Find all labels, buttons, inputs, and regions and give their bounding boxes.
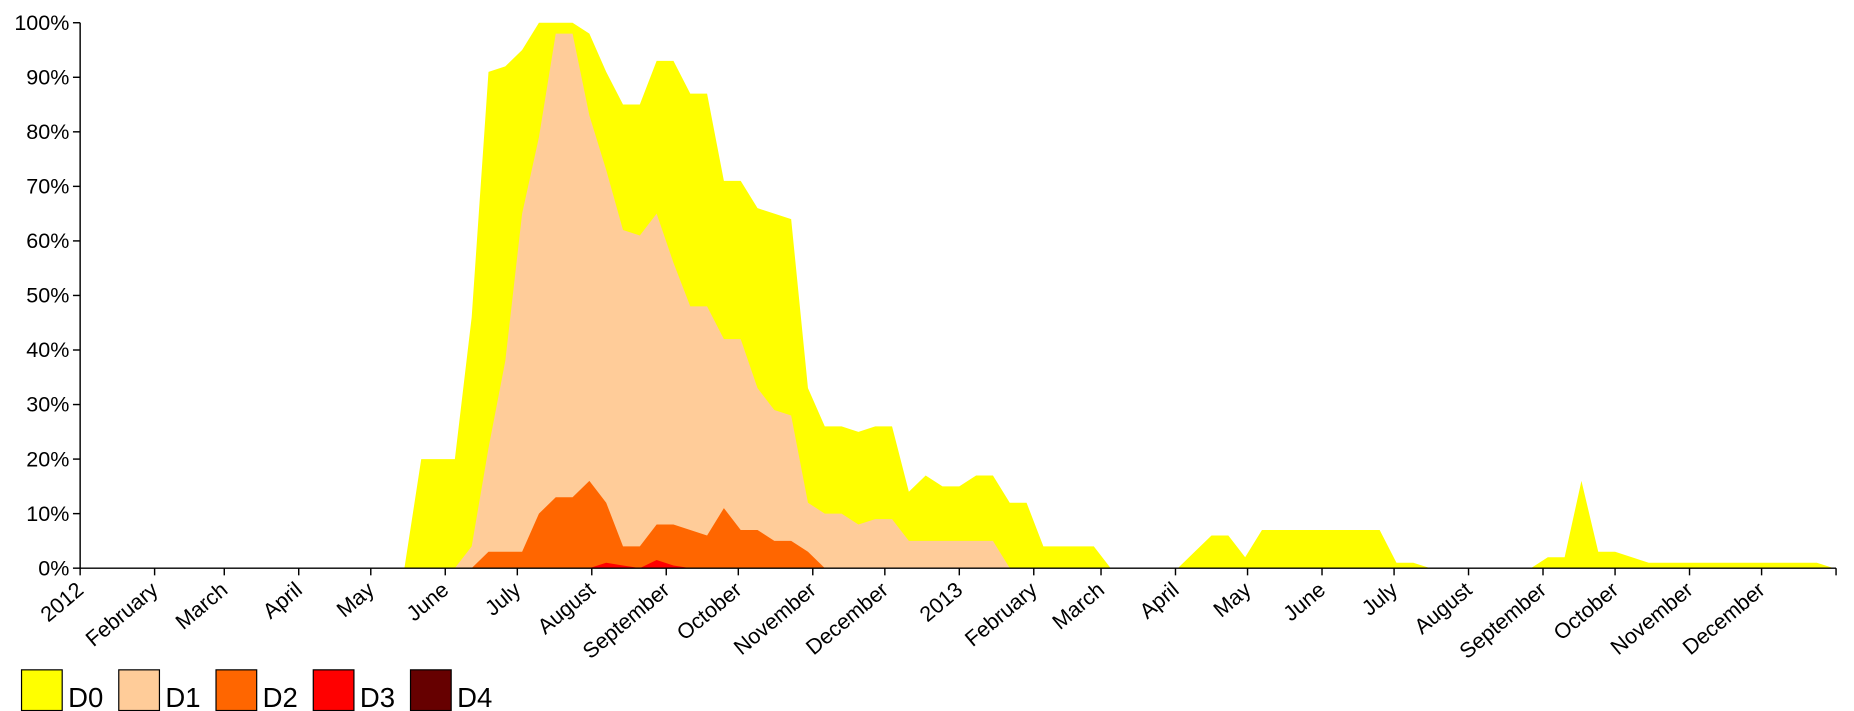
legend-swatch bbox=[118, 669, 161, 711]
y-tick-label: 70% bbox=[26, 175, 69, 199]
y-tick-label: 10% bbox=[26, 502, 69, 526]
x-tick-label: June bbox=[1279, 578, 1330, 626]
y-tick-label: 90% bbox=[26, 65, 69, 89]
y-tick-label: 80% bbox=[26, 120, 69, 144]
legend-label: D0 bbox=[68, 682, 103, 711]
legend-label: D3 bbox=[360, 682, 395, 711]
legend-label: D2 bbox=[263, 682, 298, 711]
x-tick-label: February bbox=[81, 577, 163, 651]
legend-label: D4 bbox=[457, 682, 492, 711]
x-tick-label: June bbox=[402, 578, 453, 626]
x-tick-label: March bbox=[171, 578, 232, 635]
y-tick-label: 20% bbox=[26, 447, 69, 471]
y-tick-label: 40% bbox=[26, 338, 69, 362]
x-tick-label: July bbox=[481, 577, 526, 620]
y-tick-label: 100% bbox=[14, 11, 69, 35]
area bbox=[387, 33, 1834, 569]
x-tick-label: May bbox=[1209, 577, 1256, 622]
x-tick-label: March bbox=[1048, 578, 1109, 635]
x-tick-label: April bbox=[258, 578, 306, 624]
y-tick-label: 0% bbox=[38, 556, 69, 580]
x-tick-label: 2012 bbox=[36, 578, 88, 627]
x-tick-label: August bbox=[533, 578, 600, 639]
legend-label: D1 bbox=[165, 682, 200, 711]
area bbox=[387, 480, 1834, 569]
y-tick-label: 60% bbox=[26, 229, 69, 253]
x-tick-label: May bbox=[332, 577, 379, 622]
legend-swatch bbox=[215, 669, 258, 711]
legend-swatch bbox=[409, 669, 452, 711]
x-tick-label: February bbox=[960, 577, 1042, 651]
x-tick-label: July bbox=[1357, 577, 1402, 620]
legend-swatch bbox=[312, 669, 355, 711]
y-tick-label: 30% bbox=[26, 393, 69, 417]
legend-swatch bbox=[20, 669, 63, 711]
y-tick-label: 50% bbox=[26, 284, 69, 308]
x-tick-label: 2013 bbox=[915, 578, 967, 627]
x-tick-label: April bbox=[1135, 578, 1183, 624]
x-tick-label: August bbox=[1410, 578, 1477, 639]
